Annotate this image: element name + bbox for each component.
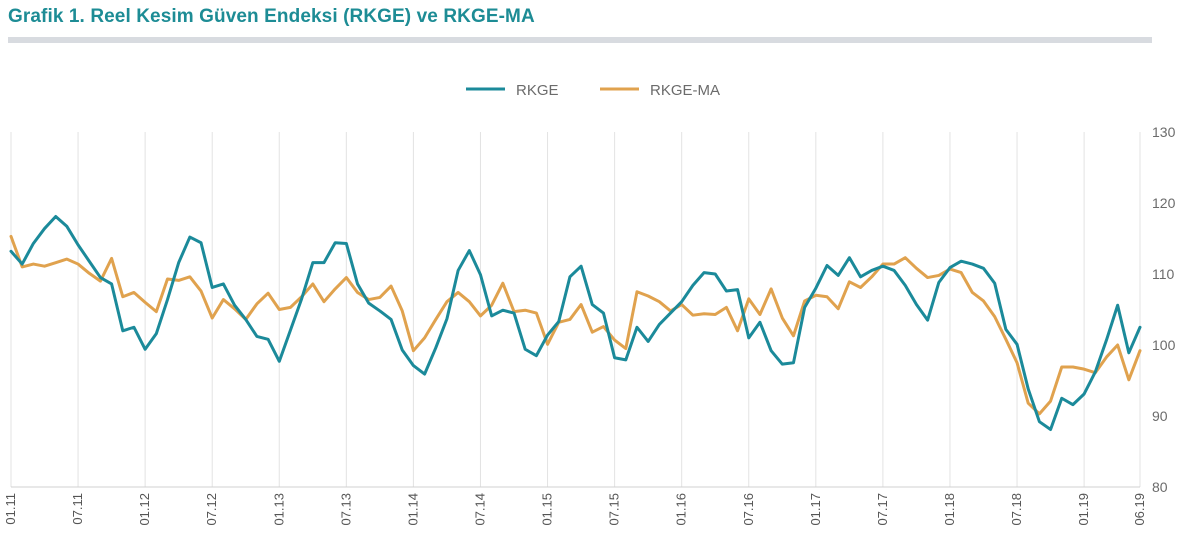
- y-tick-label: 110: [1152, 266, 1175, 282]
- x-tick-label: 07.17: [875, 493, 890, 526]
- legend-label-rkge-ma: RKGE-MA: [650, 82, 720, 99]
- series-line-rkge-ma: [9, 234, 1142, 416]
- y-tick-label: 100: [1152, 337, 1176, 353]
- legend: RKGE RKGE-MA: [466, 82, 720, 99]
- gridlines: [10, 132, 1141, 488]
- title-underline: [8, 37, 1152, 43]
- plot-area: [9, 214, 1142, 431]
- x-tick-label: 01.14: [405, 493, 420, 526]
- x-tick-label: 07.16: [741, 493, 756, 526]
- y-tick-label: 120: [1152, 195, 1176, 211]
- x-tick-label: 07.11: [70, 493, 85, 525]
- y-axis: 80 90 100 110 120 130: [1152, 124, 1176, 495]
- x-tick-label: 01.11: [3, 493, 18, 525]
- x-tick-label: 07.13: [338, 493, 353, 526]
- x-tick-label: 06.19: [1132, 493, 1147, 526]
- legend-label-rkge: RKGE: [516, 82, 559, 99]
- x-tick-label: 01.18: [942, 493, 957, 526]
- x-tick-label: 01.12: [137, 493, 152, 526]
- x-tick-label: 01.15: [540, 493, 555, 526]
- y-tick-label: 90: [1152, 408, 1168, 424]
- x-tick-label: 01.13: [271, 493, 286, 526]
- x-tick-label: 07.15: [607, 493, 622, 526]
- chart-title: Grafik 1. Reel Kesim Güven Endeksi (RKGE…: [8, 6, 535, 27]
- x-tick-label: 07.18: [1009, 493, 1024, 526]
- x-tick-label: 01.17: [808, 493, 823, 526]
- x-tick-label: 01.19: [1076, 493, 1091, 526]
- x-axis: 01.11 07.11 01.12 07.12 01.13 07.13 01.14 07.14…: [3, 493, 1147, 526]
- x-tick-label: 07.14: [472, 493, 487, 526]
- y-tick-label: 130: [1152, 124, 1176, 140]
- y-tick-label: 80: [1152, 479, 1168, 495]
- x-tick-label: 01.16: [674, 493, 689, 526]
- x-tick-label: 07.12: [204, 493, 219, 526]
- series-line-rkge: [9, 214, 1142, 431]
